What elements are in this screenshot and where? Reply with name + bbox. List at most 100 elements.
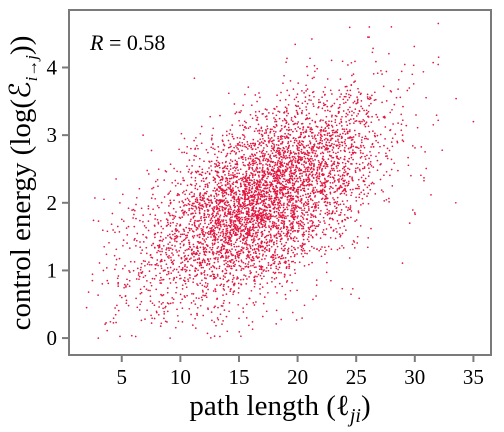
data-point [332,129,335,132]
data-point [198,206,200,209]
data-point [229,211,232,213]
data-point [278,205,281,207]
data-point [348,257,351,259]
data-point [295,207,298,209]
data-point [295,174,298,177]
data-point [251,256,254,259]
data-point [167,211,170,214]
data-point [239,265,242,268]
data-point [258,226,261,229]
data-point [300,248,303,251]
data-point [294,157,297,160]
data-point [292,88,295,90]
data-point [317,190,320,193]
data-point [371,181,374,184]
data-point [229,260,232,262]
data-point [173,259,175,262]
data-point [313,155,316,157]
data-point [115,178,117,180]
data-point [150,244,153,247]
data-point [207,223,210,226]
data-point [289,80,292,82]
data-point [296,217,299,219]
data-point [277,212,280,215]
data-point [250,258,252,261]
data-point [116,277,119,280]
data-point [252,164,254,167]
data-point [260,127,263,130]
data-point [414,213,416,216]
data-point [316,180,318,183]
data-point [328,132,331,134]
data-point [319,237,322,239]
data-point [239,193,241,196]
data-point [244,177,246,180]
data-point [343,158,346,161]
data-point [186,248,188,251]
data-point [224,203,226,206]
data-point [246,177,249,179]
data-point [273,135,276,137]
data-point [262,174,265,177]
data-point [300,143,303,145]
data-point [181,288,184,290]
data-point [332,151,335,154]
data-point [199,241,202,244]
data-point [159,235,162,238]
data-point [178,148,180,151]
data-point [118,231,121,233]
data-point [173,199,175,202]
data-point [324,127,327,130]
data-point [244,262,247,265]
data-point [350,216,352,219]
data-point [302,205,305,207]
data-point [251,162,254,165]
data-point [316,168,319,171]
data-point [196,312,198,315]
data-point [342,98,345,101]
data-point [217,217,219,220]
data-point [254,243,257,246]
data-point [185,189,188,192]
data-point [294,161,297,164]
data-point [257,146,259,149]
data-point [283,187,286,189]
data-point [233,204,236,206]
data-point [314,215,317,217]
data-point [273,272,276,275]
data-point [277,178,279,181]
data-point [175,240,178,243]
data-point [335,124,338,127]
data-point [222,195,224,198]
data-point [244,180,246,183]
data-point [222,219,225,221]
data-point [159,250,161,253]
data-point [241,207,243,210]
data-point [341,161,344,164]
data-point [314,138,317,140]
data-point [181,233,184,236]
data-point [242,268,245,270]
data-point [262,159,265,161]
data-point [326,100,328,102]
data-point [294,272,297,275]
data-point [351,243,354,246]
data-point [210,218,213,220]
data-point [197,147,199,150]
data-point [346,113,349,116]
data-point [147,173,150,175]
data-point [290,128,293,131]
data-point [289,170,291,173]
data-point [353,81,355,83]
data-point [363,137,366,140]
data-point [336,167,338,169]
data-point [225,188,228,191]
data-point [233,284,235,287]
data-point [238,254,241,257]
data-point [228,302,231,304]
data-point [196,314,199,316]
data-point [254,94,257,96]
data-point [334,201,337,204]
data-point [156,218,159,221]
data-point [343,188,346,190]
